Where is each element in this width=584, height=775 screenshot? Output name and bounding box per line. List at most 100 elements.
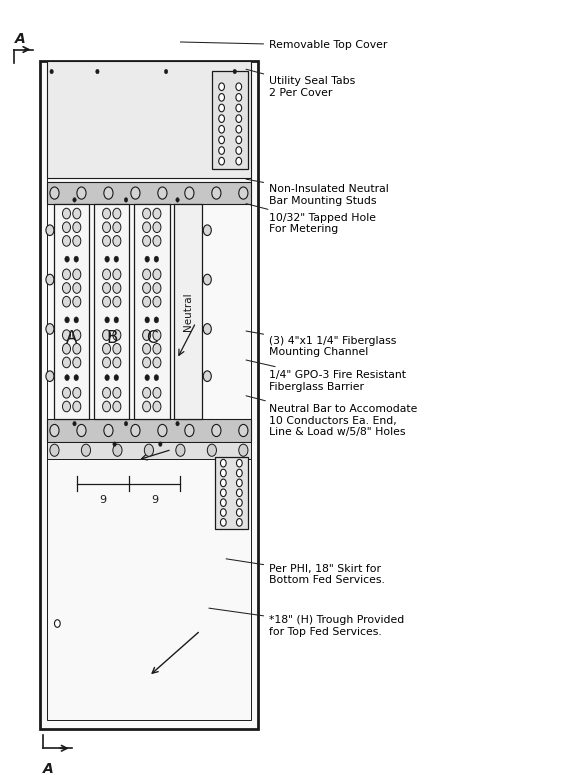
Circle shape [114,374,119,381]
Circle shape [81,444,91,456]
Circle shape [236,157,242,165]
Circle shape [142,208,151,219]
Circle shape [236,146,242,154]
Circle shape [73,422,77,426]
Circle shape [176,422,179,426]
Circle shape [77,187,86,199]
Circle shape [62,357,71,368]
Circle shape [103,343,110,354]
Circle shape [154,256,159,262]
Bar [40,61,258,729]
Circle shape [103,208,110,219]
Circle shape [153,208,161,219]
Circle shape [114,256,119,262]
Circle shape [154,374,159,381]
Bar [54,205,89,419]
Circle shape [142,401,151,412]
Circle shape [73,401,81,412]
Circle shape [73,357,81,368]
Circle shape [220,460,226,467]
Circle shape [219,83,224,91]
Circle shape [237,518,242,526]
Circle shape [113,442,116,446]
Circle shape [236,83,242,91]
Circle shape [103,269,110,280]
Circle shape [73,198,77,202]
Circle shape [113,222,121,232]
Circle shape [50,69,53,74]
Circle shape [142,388,151,398]
Circle shape [62,388,71,398]
Circle shape [237,460,242,467]
Circle shape [113,208,121,219]
Circle shape [62,283,71,293]
Circle shape [62,236,71,246]
Circle shape [104,425,113,436]
Circle shape [219,104,224,112]
Circle shape [105,317,109,323]
Circle shape [46,274,54,285]
Text: (3) 4"x1 1/4" Fiberglass
Mounting Channel: (3) 4"x1 1/4" Fiberglass Mounting Channe… [246,331,397,357]
Bar [47,442,251,459]
Circle shape [237,469,242,477]
Circle shape [220,508,226,516]
Circle shape [159,442,162,446]
Circle shape [203,371,211,381]
Bar [47,70,251,720]
Circle shape [153,388,161,398]
Circle shape [145,256,150,262]
Circle shape [142,236,151,246]
Circle shape [54,620,60,627]
Circle shape [103,330,110,340]
Circle shape [144,444,154,456]
Circle shape [103,222,110,232]
Circle shape [103,388,110,398]
Circle shape [158,187,167,199]
Circle shape [46,371,54,381]
Circle shape [73,208,81,219]
Circle shape [73,222,81,232]
Circle shape [219,136,224,143]
Text: 1/4" GPO-3 Fire Resistant
Fiberglass Barrier: 1/4" GPO-3 Fire Resistant Fiberglass Bar… [246,360,406,391]
Circle shape [142,283,151,293]
Circle shape [131,425,140,436]
Text: C: C [146,329,158,346]
Circle shape [176,198,179,202]
Text: Utility Seal Tabs
2 Per Cover: Utility Seal Tabs 2 Per Cover [246,69,355,98]
Circle shape [113,296,121,307]
Circle shape [153,330,161,340]
Circle shape [46,324,54,334]
Circle shape [65,317,69,323]
Circle shape [153,343,161,354]
Circle shape [153,401,161,412]
Circle shape [113,236,121,246]
Circle shape [62,222,71,232]
Circle shape [236,115,242,122]
Circle shape [236,136,242,143]
Bar [215,457,248,529]
Circle shape [153,296,161,307]
Circle shape [73,283,81,293]
Circle shape [142,269,151,280]
Circle shape [142,330,151,340]
Circle shape [73,269,81,280]
Bar [94,205,130,419]
Circle shape [153,222,161,232]
Circle shape [73,330,81,340]
Circle shape [203,274,211,285]
Circle shape [219,126,224,133]
Circle shape [113,388,121,398]
Circle shape [113,269,121,280]
Bar [47,61,251,178]
Circle shape [239,187,248,199]
Bar [213,71,248,169]
Text: Neutral Bar to Accomodate
10 Conductors Ea. End,
Line & Load w/5/8" Holes: Neutral Bar to Accomodate 10 Conductors … [246,396,418,437]
Circle shape [219,157,224,165]
Circle shape [113,401,121,412]
Circle shape [145,374,150,381]
Circle shape [73,236,81,246]
Text: B: B [106,329,117,346]
Circle shape [239,444,248,456]
Circle shape [212,425,221,436]
Circle shape [220,489,226,497]
